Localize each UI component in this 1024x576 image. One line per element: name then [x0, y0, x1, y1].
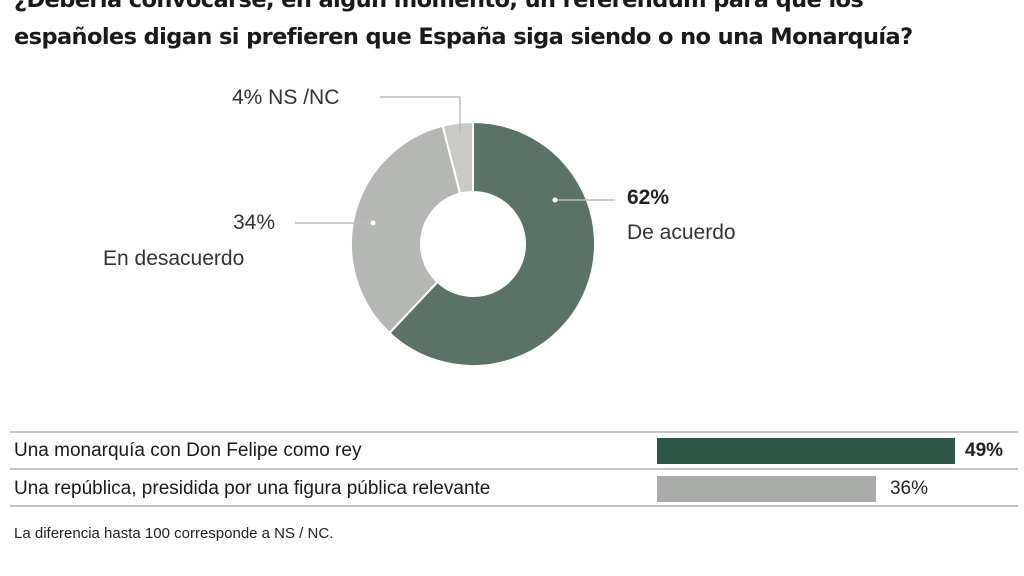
label-desacuerdo-name: En desacuerdo [103, 247, 245, 270]
chart-title: ¿Debería convocarse, en algún momento, u… [14, 0, 1024, 56]
leader-dot-desacuerdo [370, 220, 376, 226]
title-line-2: españoles digan si prefieren que España … [14, 24, 913, 50]
bar-value-2: 36% [889, 478, 928, 499]
leader-dot-acuerdo [552, 197, 558, 203]
separator [10, 431, 1018, 433]
label-acuerdo-name: De acuerdo [627, 221, 736, 244]
label-acuerdo-pct: 62% [627, 186, 670, 209]
donut-slice-1 [388, 120, 596, 367]
bar-value-1: 49% [965, 440, 1004, 461]
title-line-1: ¿Debería convocarse, en algún momento, u… [14, 0, 864, 13]
separator [10, 505, 1018, 507]
donut-slice-2 [350, 124, 462, 335]
bar-category-2: Una república, presidida por una figura … [14, 478, 491, 499]
bar-category-1: Una monarquía con Don Felipe como rey [14, 440, 362, 461]
label-desacuerdo-pct: 34% [233, 211, 276, 234]
separator [10, 468, 1018, 470]
footnote: La diferencia hasta 100 corresponde a NS… [14, 525, 334, 542]
label-ns-nc: 4% NS /NC [232, 86, 340, 109]
bar-republica [657, 476, 876, 502]
leader-ns-nc [380, 96, 461, 132]
donut-slice-3 [441, 120, 474, 195]
bar-monarquia [657, 438, 955, 464]
